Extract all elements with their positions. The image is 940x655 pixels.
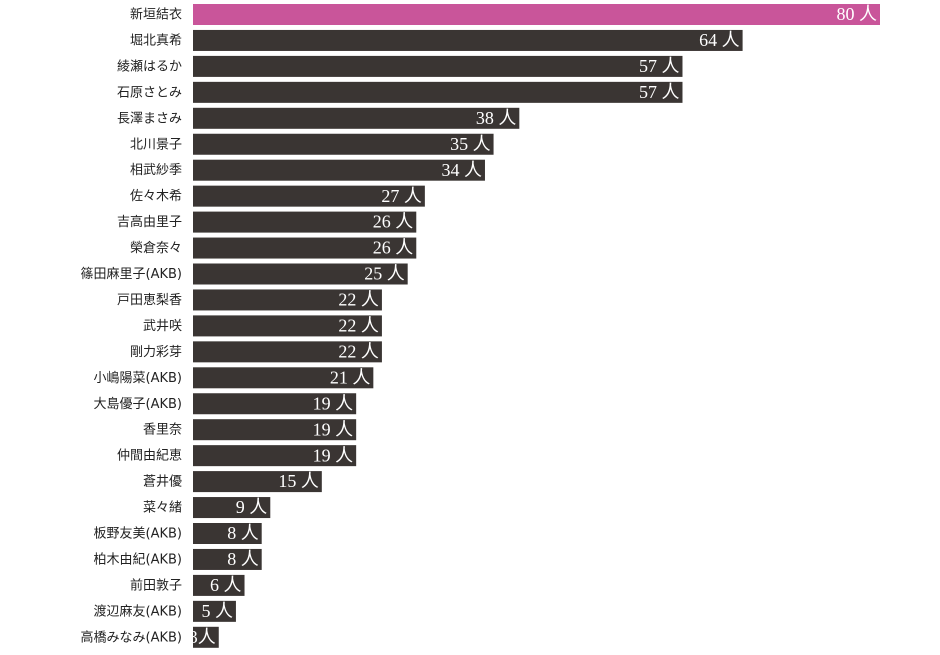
- value-label: 8 人: [227, 549, 259, 569]
- value-label: 57 人: [639, 82, 680, 102]
- category-label: 蒼井優: [143, 475, 182, 490]
- value-label: 21 人: [330, 367, 371, 387]
- category-label: 戸田恵梨香: [117, 293, 182, 308]
- bar: [193, 315, 382, 337]
- bar: [193, 497, 271, 519]
- bar: [193, 211, 417, 233]
- value-label: 22 人: [338, 316, 379, 336]
- category-label: 柏木由紀(AKB): [94, 552, 182, 567]
- category-label: 武井咲: [143, 318, 182, 334]
- bar: [193, 81, 683, 103]
- bar: [193, 133, 494, 155]
- value-label: 26 人: [373, 238, 414, 258]
- category-label: 榮倉奈々: [130, 241, 182, 256]
- bar: [193, 289, 382, 311]
- category-label: 前田敦子: [130, 577, 182, 593]
- bar: [193, 419, 357, 441]
- bar: [193, 29, 743, 51]
- category-label: 香里奈: [143, 423, 182, 438]
- value-label: 22 人: [338, 341, 379, 361]
- category-label: 堀北真希: [130, 33, 182, 48]
- value-label: 64 人: [699, 30, 740, 50]
- value-label: 34 人: [441, 160, 482, 180]
- value-label: 27 人: [381, 186, 422, 206]
- value-label: 26 人: [373, 212, 414, 232]
- bar: [193, 341, 382, 363]
- bar: [193, 55, 683, 77]
- value-label: 57 人: [639, 56, 680, 76]
- category-label: 篠田麻里子(AKB): [81, 267, 182, 282]
- value-label: 22 人: [338, 290, 379, 310]
- value-label: 8 人: [227, 523, 259, 543]
- category-label: 綾瀬はるか: [117, 58, 182, 74]
- category-label: 石原さとみ: [117, 85, 182, 100]
- bar: [193, 574, 245, 596]
- value-label: 19 人: [313, 393, 354, 413]
- bar: [193, 4, 880, 25]
- bar: [193, 471, 322, 493]
- category-label: 仲間由紀恵: [117, 449, 182, 464]
- category-label: 相武紗季: [130, 163, 182, 178]
- bar: [193, 626, 219, 648]
- category-label: 新垣結衣: [130, 7, 182, 23]
- category-label: 大島優子(AKB): [94, 397, 182, 412]
- value-label: 9 人: [236, 497, 268, 517]
- bar: [193, 548, 262, 570]
- category-label: 高橋みなみ(AKB): [81, 629, 182, 645]
- value-label: 80 人: [837, 4, 878, 24]
- value-label: 38 人: [476, 108, 517, 128]
- bar: [193, 445, 357, 467]
- bar: [193, 107, 520, 129]
- value-label: 25 人: [364, 264, 405, 284]
- category-label: 板野友美(AKB): [94, 526, 182, 542]
- bar: [193, 185, 425, 207]
- category-label: 長澤まさみ: [117, 111, 182, 126]
- category-label: 剛力彩芽: [130, 345, 182, 360]
- value-label: 19 人: [313, 445, 354, 465]
- bar: [193, 367, 374, 389]
- value-label: 35 人: [450, 134, 491, 154]
- bar: [193, 159, 485, 181]
- category-label: 渡辺麻友(AKB): [94, 603, 182, 619]
- bar: [193, 393, 357, 415]
- category-label: 菜々緒: [143, 501, 182, 516]
- category-label: 佐々木希: [130, 189, 182, 204]
- bar: [193, 263, 408, 285]
- value-label: 19 人: [313, 419, 354, 439]
- bar: [193, 237, 417, 259]
- category-label: 北川景子: [130, 137, 182, 152]
- category-label: 小嶋陽菜(AKB): [94, 371, 182, 386]
- category-label: 吉高由里子: [117, 214, 182, 230]
- value-label: 6 人: [210, 575, 242, 595]
- value-label: 5 人: [201, 601, 233, 621]
- value-label: 15 人: [278, 471, 319, 491]
- bar: [193, 600, 236, 622]
- value-label: 3人: [189, 627, 216, 647]
- bar: [193, 523, 262, 544]
